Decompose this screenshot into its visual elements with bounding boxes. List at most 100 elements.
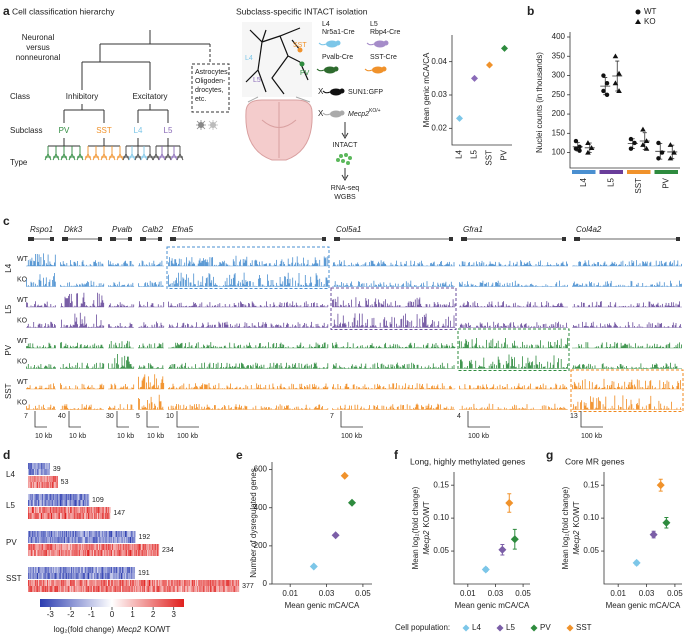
gene-stripe bbox=[142, 586, 143, 592]
gene-stripe bbox=[72, 586, 74, 592]
gene-stripe bbox=[131, 567, 133, 573]
gene-stripe bbox=[78, 537, 80, 543]
gene-stripe bbox=[29, 580, 31, 586]
gene-stripe bbox=[135, 550, 137, 556]
gene-stripe bbox=[150, 544, 152, 550]
gene-stripe bbox=[143, 550, 145, 556]
gene-exon bbox=[322, 237, 326, 241]
track-scale: 10 bbox=[166, 413, 174, 420]
panel-letter: c bbox=[3, 214, 10, 228]
gene-stripe bbox=[58, 550, 59, 556]
gene-stripe bbox=[43, 537, 44, 543]
gene-stripe bbox=[179, 586, 180, 592]
gene-stripe bbox=[77, 567, 79, 573]
gene-stripe bbox=[108, 537, 110, 543]
gene-stripe bbox=[124, 544, 126, 550]
gene-stripe bbox=[134, 544, 136, 550]
gene-stripe bbox=[49, 507, 50, 513]
gene-stripe bbox=[83, 580, 85, 586]
type-icon bbox=[108, 146, 116, 161]
gene-stripe bbox=[77, 567, 78, 573]
scale-bar bbox=[176, 411, 199, 428]
gene-stripe bbox=[90, 580, 92, 586]
gene-stripe bbox=[81, 567, 83, 573]
gene-stripe bbox=[44, 469, 46, 475]
gene-stripe bbox=[196, 586, 198, 592]
gene-stripe bbox=[54, 507, 55, 513]
gene-stripe bbox=[90, 544, 91, 550]
point bbox=[612, 53, 619, 59]
gene-stripe bbox=[236, 586, 238, 592]
gene-stripe bbox=[70, 494, 71, 500]
gene-stripe bbox=[80, 537, 82, 543]
gene-stripe bbox=[71, 580, 72, 586]
gene-stripe bbox=[77, 507, 79, 513]
gene-stripe bbox=[40, 550, 42, 556]
gene-stripe bbox=[66, 544, 67, 550]
gene-stripe bbox=[53, 476, 54, 482]
gene-stripe bbox=[78, 537, 80, 543]
gene-stripe bbox=[190, 580, 192, 586]
gene-stripe bbox=[63, 544, 65, 550]
gene-stripe bbox=[80, 544, 82, 550]
gene-stripe bbox=[96, 507, 98, 513]
gene-stripe bbox=[84, 550, 85, 556]
gene-stripe bbox=[114, 586, 115, 592]
gene-stripe bbox=[63, 507, 65, 513]
gene-stripe bbox=[45, 469, 47, 475]
coverage-track bbox=[573, 260, 682, 266]
gene-stripe bbox=[128, 550, 130, 556]
gene-stripe bbox=[112, 537, 113, 543]
gene-stripe bbox=[83, 494, 85, 500]
gene-stripe bbox=[122, 580, 123, 586]
gene-stripe bbox=[234, 586, 235, 592]
y-tick-label: 0.15 bbox=[433, 480, 449, 489]
gene-stripe bbox=[139, 586, 141, 592]
gene-stripe bbox=[126, 537, 128, 543]
gene-stripe bbox=[147, 544, 149, 550]
gene-stripe bbox=[45, 573, 47, 579]
scale-label: 10 kb bbox=[147, 433, 164, 440]
gene-stripe bbox=[81, 580, 82, 586]
gene-stripe bbox=[159, 586, 161, 592]
gene-stripe bbox=[176, 580, 178, 586]
gene-stripe bbox=[54, 537, 55, 543]
gene-stripe bbox=[102, 507, 104, 513]
gene-stripe bbox=[224, 580, 225, 586]
level-label: Type bbox=[10, 158, 28, 167]
gene-stripe bbox=[33, 507, 34, 513]
gene-stripe bbox=[76, 567, 77, 573]
colorbar-label: log₂(fold change) Mecp2 KO/WT bbox=[54, 625, 171, 634]
gene-stripe bbox=[94, 544, 96, 550]
gene-stripe bbox=[159, 580, 161, 586]
gene-stripe bbox=[53, 586, 55, 592]
gene-stripe bbox=[43, 580, 45, 586]
gene-stripe bbox=[45, 586, 46, 592]
gene-stripe bbox=[77, 544, 78, 550]
gene-stripe bbox=[46, 500, 48, 506]
gene-stripe bbox=[56, 567, 58, 573]
gene-stripe bbox=[44, 500, 45, 506]
gene-stripe bbox=[110, 573, 111, 579]
gene-stripe bbox=[73, 573, 74, 579]
gene-stripe bbox=[64, 494, 66, 500]
gene-stripe bbox=[56, 573, 57, 579]
gene-stripe bbox=[123, 550, 124, 556]
gene-stripe bbox=[178, 580, 180, 586]
gene-stripe bbox=[45, 482, 47, 488]
coverage-track bbox=[138, 374, 165, 389]
gene-stripe bbox=[119, 550, 121, 556]
gene-stripe bbox=[72, 586, 73, 592]
gene-stripe bbox=[56, 573, 58, 579]
gene-stripe bbox=[163, 586, 165, 592]
gene-stripe bbox=[107, 537, 109, 543]
type-icon bbox=[152, 146, 160, 161]
gene-stripe bbox=[86, 580, 88, 586]
gene-stripe bbox=[54, 482, 55, 488]
gene-stripe bbox=[204, 580, 206, 586]
gene-stripe bbox=[95, 580, 96, 586]
gene-stripe bbox=[33, 469, 35, 475]
gene-stripe bbox=[128, 580, 130, 586]
gene-stripe bbox=[59, 513, 61, 519]
gene-stripe bbox=[63, 586, 64, 592]
